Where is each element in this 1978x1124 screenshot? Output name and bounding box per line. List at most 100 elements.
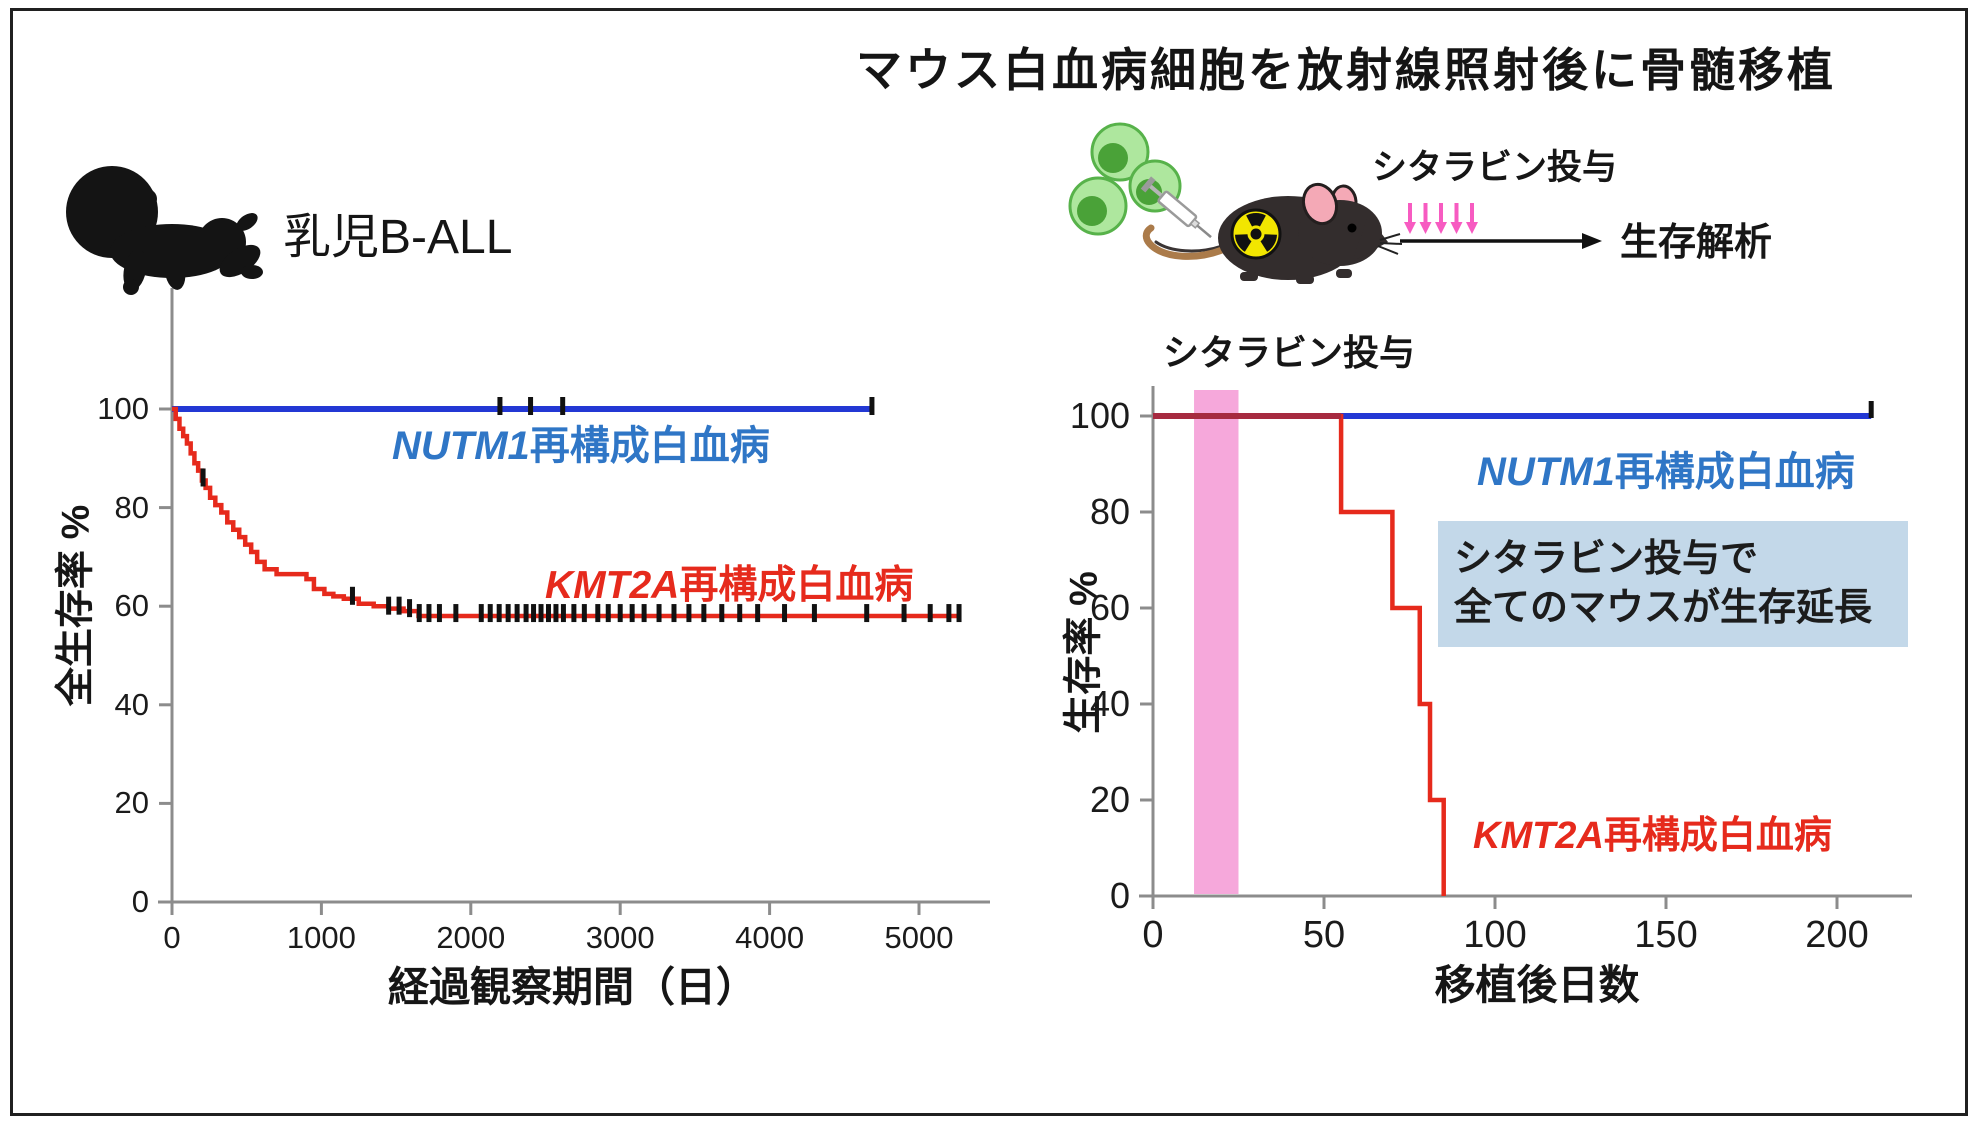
mouse-foot bbox=[1296, 275, 1314, 284]
y-tick-label: 80 bbox=[1089, 491, 1130, 533]
series-label-KMT2A: KMT2A再構成白血病 bbox=[545, 554, 913, 610]
x-tick-label: 1000 bbox=[286, 920, 356, 955]
censor-tick bbox=[436, 604, 442, 623]
censor-tick bbox=[453, 604, 459, 623]
gene-name-suffix: 再構成白血病 bbox=[1603, 815, 1832, 857]
censor-tick bbox=[416, 604, 422, 623]
series-label-NUTM1: NUTM1再構成白血病 bbox=[1477, 439, 1855, 497]
diagram-title: マウス白血病細胞を放射線照射後に骨髄移植 bbox=[856, 44, 1836, 96]
chart-infant-b-all bbox=[158, 288, 990, 915]
dose-arrow-head bbox=[1404, 222, 1416, 234]
censor-tick bbox=[595, 604, 601, 623]
censor-tick bbox=[737, 604, 743, 623]
censor-tick bbox=[686, 604, 692, 623]
censor-tick bbox=[1868, 401, 1874, 418]
censor-tick bbox=[641, 604, 647, 623]
mouse-tail-outline bbox=[1154, 240, 1224, 253]
x-tick-label: 0 bbox=[1142, 914, 1164, 956]
y-tick-label: 100 bbox=[1069, 395, 1130, 437]
y-axis-label-right-chart: 生存率 % bbox=[1062, 571, 1106, 734]
treatment-window-band bbox=[1194, 390, 1239, 894]
mouse-eye bbox=[1347, 223, 1357, 233]
callout-line-1: シタラビン投与で bbox=[1454, 537, 1759, 580]
gene-name: KMT2A bbox=[545, 564, 680, 607]
panel-title-infant-b-all: 乳児B-ALL bbox=[283, 211, 513, 264]
y-tick-label: 0 bbox=[131, 884, 149, 920]
censor-tick bbox=[545, 604, 551, 623]
x-tick-label: 2000 bbox=[436, 920, 506, 955]
censor-tick bbox=[605, 604, 611, 623]
x-tick-label: 100 bbox=[1463, 914, 1527, 956]
censor-tick bbox=[560, 604, 566, 623]
gene-name-suffix: 再構成白血病 bbox=[529, 424, 770, 468]
censor-tick bbox=[701, 604, 707, 623]
series-label-NUTM1: NUTM1再構成白血病 bbox=[392, 413, 770, 471]
censor-tick bbox=[407, 599, 413, 618]
censor-tick bbox=[571, 604, 577, 623]
mouse-foot bbox=[1240, 272, 1258, 281]
y-tick-label: 100 bbox=[97, 391, 149, 427]
censor-tick bbox=[719, 604, 725, 623]
dose-arrow-head bbox=[1466, 222, 1478, 234]
censor-tick bbox=[200, 468, 206, 487]
censor-tick bbox=[487, 604, 493, 623]
x-axis-label-left-chart: 経過観察期間（日） bbox=[388, 964, 757, 1010]
gene-name-suffix: 再構成白血病 bbox=[679, 564, 914, 607]
dose-arrow-head bbox=[1450, 222, 1463, 234]
y-tick-label: 20 bbox=[1089, 779, 1130, 821]
censor-tick bbox=[629, 604, 635, 623]
mouse-foot bbox=[1336, 269, 1352, 278]
censor-tick bbox=[497, 397, 503, 415]
censor-tick bbox=[426, 604, 432, 623]
y-tick-label: 20 bbox=[114, 785, 149, 821]
censor-tick bbox=[864, 604, 870, 623]
y-tick-label: 40 bbox=[1089, 683, 1130, 725]
dose-arrow-head bbox=[1419, 222, 1432, 234]
x-tick-label: 0 bbox=[163, 920, 181, 955]
censor-tick bbox=[478, 604, 484, 623]
censor-tick bbox=[869, 397, 875, 415]
x-axis-label-right-chart: 移植後日数 bbox=[1434, 962, 1640, 1008]
callout-line-2: 全てのマウスが生存延長 bbox=[1454, 587, 1873, 629]
censor-tick bbox=[560, 397, 566, 415]
y-tick-label: 0 bbox=[1109, 875, 1130, 917]
figure-border bbox=[10, 8, 1968, 1116]
mouse-snout bbox=[1352, 216, 1388, 262]
y-tick-label: 80 bbox=[114, 489, 149, 525]
x-tick-label: 5000 bbox=[884, 920, 954, 955]
gene-name: NUTM1 bbox=[1477, 450, 1615, 494]
censor-tick bbox=[755, 604, 761, 623]
x-tick-label: 150 bbox=[1634, 914, 1698, 956]
censor-tick bbox=[656, 604, 662, 623]
dose-arrow-head bbox=[1435, 222, 1447, 234]
cytarabine-band-label: シタラビン投与 bbox=[1163, 332, 1416, 373]
radiation-symbol-icon bbox=[1230, 208, 1282, 260]
censor-tick bbox=[956, 604, 962, 623]
km-curve-KMT2A bbox=[1153, 413, 1446, 896]
censor-tick bbox=[386, 596, 392, 615]
series-label-KMT2A: KMT2A再構成白血病 bbox=[1473, 804, 1832, 859]
censor-tick bbox=[617, 604, 623, 623]
censor-tick bbox=[514, 604, 520, 623]
censor-tick bbox=[946, 604, 952, 623]
censor-tick bbox=[671, 604, 677, 623]
km-curve-KMT2A bbox=[172, 406, 961, 619]
censor-tick bbox=[901, 604, 907, 623]
cytarabine-result-callout: シタラビン投与で 全てのマウスが生存延長 bbox=[1438, 521, 1908, 647]
censor-tick bbox=[523, 604, 529, 623]
censor-tick bbox=[396, 596, 402, 615]
x-tick-label: 3000 bbox=[585, 920, 655, 955]
censor-tick bbox=[496, 604, 502, 623]
censor-tick bbox=[505, 604, 511, 623]
chart-mouse-transplant bbox=[1139, 386, 1912, 909]
y-tick-label: 60 bbox=[114, 588, 149, 624]
censor-tick bbox=[531, 604, 537, 623]
baby-silhouette-icon bbox=[66, 166, 263, 295]
survival-analysis-label: 生存解析 bbox=[1620, 222, 1773, 264]
censor-tick bbox=[581, 604, 587, 623]
censor-tick bbox=[528, 397, 534, 415]
censor-tick bbox=[553, 604, 559, 623]
censor-tick bbox=[811, 604, 817, 623]
